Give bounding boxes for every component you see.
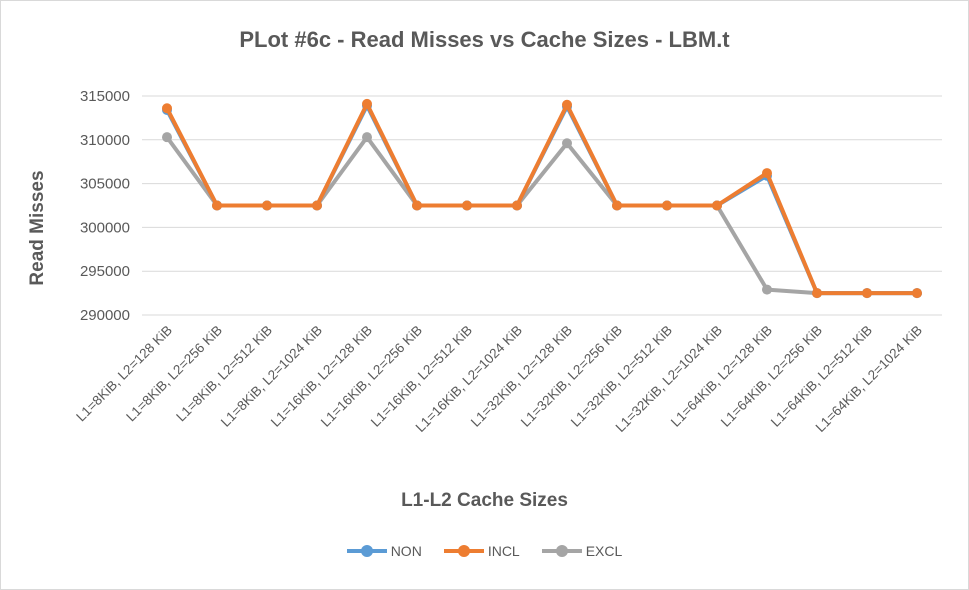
x-tick-label: L1=16KiB, L2=512 KiB [368, 323, 475, 430]
data-point-incl [162, 103, 172, 114]
data-point-incl [712, 200, 722, 211]
data-point-excl [562, 138, 572, 149]
data-point-incl [462, 200, 472, 211]
legend-item-incl: INCL [443, 543, 520, 559]
data-point-incl [312, 200, 322, 211]
data-point-incl [212, 200, 222, 211]
legend-swatch [443, 545, 484, 557]
x-tick-label: L1=64KiB, L2=1024 KiB [813, 323, 926, 436]
data-point-incl [612, 200, 622, 211]
data-point-incl [762, 168, 772, 179]
legend-label: EXCL [585, 543, 623, 559]
x-tick-label: L1=8KiB, L2=1024 KiB [218, 323, 325, 430]
x-tick-label: L1=32KiB, L2=512 KiB [568, 323, 675, 430]
y-tick-label: 300000 [80, 219, 130, 236]
x-tick-label: L1=8KiB, L2=128 KiB [73, 323, 175, 425]
y-tick-label: 305000 [80, 176, 130, 193]
data-point-incl [412, 200, 422, 211]
y-tick-label: 295000 [80, 263, 130, 280]
x-tick-label: L1=32KiB, L2=256 KiB [518, 323, 625, 430]
data-point-excl [362, 132, 372, 143]
data-point-incl [562, 99, 572, 110]
x-tick-label: L1=16KiB, L2=128 KiB [268, 323, 375, 430]
x-tick-label: L1=64KiB, L2=512 KiB [768, 323, 875, 430]
legend-item-excl: EXCL [541, 543, 623, 559]
x-tick-label: L1=32KiB, L2=128 KiB [468, 323, 575, 430]
x-axis-label: L1-L2 Cache Sizes [401, 490, 568, 511]
data-point-incl [262, 200, 272, 211]
y-tick-label: 310000 [80, 132, 130, 149]
data-point-incl [862, 288, 872, 299]
x-tick-label: L1=8KiB, L2=256 KiB [123, 323, 225, 425]
legend-swatch [346, 545, 387, 557]
data-point-incl [512, 200, 522, 211]
legend-swatch [541, 545, 582, 557]
data-point-incl [662, 200, 672, 211]
legend: NON INCL EXCL [0, 543, 969, 559]
legend-label: NON [390, 543, 422, 559]
chart-title: PLot #6c - Read Misses vs Cache Sizes - … [239, 27, 730, 52]
data-point-excl [762, 284, 772, 295]
data-point-incl [912, 288, 922, 299]
x-tick-label: L1=16KiB, L2=256 KiB [318, 323, 425, 430]
y-tick-label: 290000 [80, 307, 130, 324]
y-tick-label: 315000 [80, 88, 130, 105]
legend-item-non: NON [346, 543, 422, 559]
x-tick-label: L1=8KiB, L2=512 KiB [173, 323, 275, 425]
data-point-incl [812, 288, 822, 299]
series-line-incl [165, 101, 917, 296]
data-point-excl [162, 132, 172, 143]
data-point-incl [362, 98, 372, 109]
x-tick-label: L1=64KiB, L2=128 KiB [668, 323, 775, 430]
x-tick-label: L1=64KiB, L2=256 KiB [718, 323, 825, 430]
legend-label: INCL [487, 543, 520, 559]
series-line-excl [165, 135, 917, 296]
